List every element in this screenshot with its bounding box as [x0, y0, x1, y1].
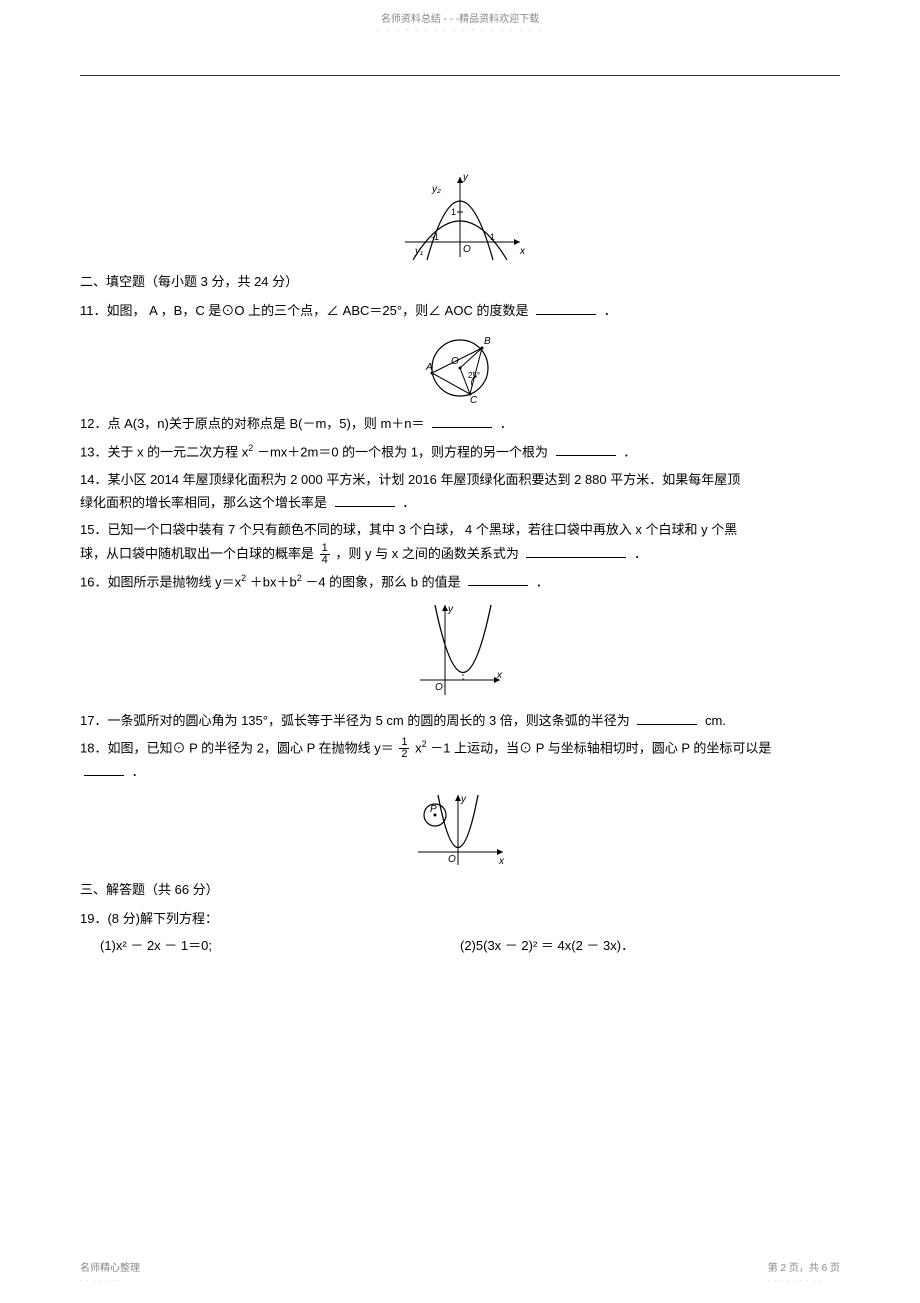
q14-line2-after: ． — [402, 495, 415, 510]
figure-parabola-q16: y x O — [80, 600, 840, 703]
q15-line1: 15．已知一个口袋中装有 7 个只有颜色不同的球，其中 3 个白球， 4 个黑球… — [80, 518, 840, 541]
svg-text:x: x — [498, 856, 505, 867]
footer-right-text: 第 2 页，共 6 页 — [768, 1259, 840, 1274]
svg-text:y₂: y₂ — [431, 184, 441, 195]
svg-text:P: P — [430, 804, 437, 815]
q19-sub2: (2)5(3x － 2)² ＝ 4x(2 － 3x)． — [460, 934, 840, 957]
q13-before: 13．关于 x 的一元二次方程 x — [80, 444, 248, 459]
q19-subs: (1)x² － 2x － 1＝0; (2)5(3x － 2)² ＝ 4x(2 －… — [80, 934, 840, 957]
q18-after: －1 上运动，当⊙ P 与坐标轴相切时，圆心 P 的坐标可以是 — [430, 740, 771, 755]
q15: 15．已知一个口袋中装有 7 个只有颜色不同的球，其中 3 个白球， 4 个黑球… — [80, 518, 840, 565]
q15-blank — [526, 544, 626, 558]
q19-sub1: (1)x² － 2x － 1＝0; — [80, 934, 460, 957]
svg-text:O: O — [463, 244, 471, 255]
q14-blank — [335, 493, 395, 507]
figure-circle: A B C O 25° — [80, 328, 840, 406]
svg-text:O: O — [448, 854, 456, 865]
svg-text:25°: 25° — [468, 371, 480, 380]
q16-before: 16．如图所示是抛物线 y＝x — [80, 574, 241, 589]
header-dots: - - - - - - - - - - - - - - - - - - — [0, 25, 920, 35]
q13-blank — [556, 442, 616, 456]
q15-frac: 1 4 — [320, 543, 330, 566]
q17-before: 17．一条弧所对的圆心角为 135°，弧长等于半径为 5 cm 的圆的周长的 3… — [80, 713, 633, 728]
q19-text: 19．(8 分)解下列方程： — [80, 907, 840, 930]
q15-line2: 球，从口袋中随机取出一个白球的概率是 1 4 ，则 y 与 x 之间的函数关系式… — [80, 542, 840, 566]
svg-text:-1: -1 — [431, 232, 439, 242]
svg-text:B: B — [484, 336, 491, 347]
figure-parabolas-top: y y₂ x y₁ -1 O 1 1 — [80, 172, 840, 265]
q15-frac-den: 4 — [320, 555, 330, 566]
q18-blank — [84, 762, 124, 776]
q14-line1: 14．某小区 2014 年屋顶绿化面积为 2 000 平方米，计划 2016 年… — [80, 468, 840, 491]
q12-after: ． — [500, 416, 513, 431]
svg-text:O: O — [435, 682, 443, 693]
q18-frac-den: 2 — [399, 749, 409, 760]
footer-left-text: 名师精心整理 — [80, 1259, 140, 1274]
q13-after: ． — [623, 444, 636, 459]
q14: 14．某小区 2014 年屋顶绿化面积为 2 000 平方米，计划 2016 年… — [80, 468, 840, 515]
q12: 12．点 A(3，n)关于原点的对称点是 B(－m，5)，则 m＋n＝ ． — [80, 412, 840, 435]
svg-text:y: y — [462, 172, 469, 183]
section2-label: 二、填空题（每小题 3 分，共 24 分） — [80, 271, 840, 293]
top-header: 名师资料总结 - - -精品资料欢迎下载 - - - - - - - - - -… — [0, 0, 920, 35]
q16-mid1: ＋bx＋b — [250, 574, 297, 589]
q18-line2-text: ． — [132, 764, 145, 779]
q13-mid: －mx＋2m＝0 的一个根为 1，则方程的另一个根为 — [257, 444, 552, 459]
q18-line1: 18．如图，已知⊙ P 的半径为 2，圆心 P 在抛物线 y＝ 1 2 x2 －… — [80, 736, 840, 760]
svg-text:O: O — [451, 356, 459, 367]
section3-label: 三、解答题（共 66 分） — [80, 879, 840, 901]
footer-right-dots: . . . . . . . . . — [768, 1274, 840, 1283]
svg-text:x: x — [496, 670, 503, 681]
footer-left: 名师精心整理 . . . . . . . — [80, 1259, 140, 1283]
q14-line2: 绿化面积的增长率相同，那么这个增长率是 ． — [80, 491, 840, 514]
q16: 16．如图所示是抛物线 y＝x2 ＋bx＋b2 －4 的图象，那么 b 的值是 … — [80, 570, 840, 594]
footer-left-dots: . . . . . . . — [80, 1274, 140, 1283]
svg-text:C: C — [470, 395, 478, 403]
q12-blank — [432, 414, 492, 428]
q16-after: ． — [536, 574, 549, 589]
q17: 17．一条弧所对的圆心角为 135°，弧长等于半径为 5 cm 的圆的周长的 3… — [80, 709, 840, 732]
q11-before: 11．如图， A ，B，C 是⊙O 上的三个点，∠ ABC＝25°，则∠ AOC… — [80, 303, 528, 318]
q13: 13．关于 x 的一元二次方程 x2 －mx＋2m＝0 的一个根为 1，则方程的… — [80, 440, 840, 464]
q12-before: 12．点 A(3，n)关于原点的对称点是 B(－m，5)，则 m＋n＝ — [80, 416, 425, 431]
svg-text:1: 1 — [451, 207, 456, 217]
q15-line2-mid: ，则 y 与 x 之间的函数关系式为 — [335, 546, 522, 561]
q11-after: ． — [604, 303, 617, 318]
q16-blank — [468, 572, 528, 586]
svg-text:x: x — [519, 246, 525, 257]
svg-text:A: A — [425, 362, 433, 373]
q15-line2-before: 球，从口袋中随机取出一个白球的概率是 — [80, 546, 318, 561]
q18-before: 18．如图，已知⊙ P 的半径为 2，圆心 P 在抛物线 y＝ — [80, 740, 394, 755]
q19: 19．(8 分)解下列方程： (1)x² － 2x － 1＝0; (2)5(3x… — [80, 907, 840, 958]
footer-right: 第 2 页，共 6 页 . . . . . . . . . — [768, 1259, 840, 1283]
svg-text:y: y — [447, 604, 454, 615]
content: y y₂ x y₁ -1 O 1 1 二、填空题（每小题 3 分，共 24 分）… — [80, 75, 840, 958]
header-text: 名师资料总结 - - -精品资料欢迎下载 — [0, 10, 920, 25]
q11-blank — [536, 301, 596, 315]
figure-parabola-q18: P y x O — [80, 790, 840, 873]
q17-after: cm. — [705, 713, 726, 728]
q11: 11．如图， A ，B，C 是⊙O 上的三个点，∠ ABC＝25°，则∠ AOC… — [80, 299, 840, 322]
svg-text:1: 1 — [490, 232, 495, 242]
q14-line2-before: 绿化面积的增长率相同，那么这个增长率是 — [80, 495, 331, 510]
q16-mid2: －4 的图象，那么 b 的值是 — [305, 574, 460, 589]
q17-blank — [637, 711, 697, 725]
svg-text:y₁: y₁ — [414, 246, 423, 257]
q18-frac: 1 2 — [399, 737, 409, 760]
q18-line2: ． — [80, 760, 840, 783]
q18: 18．如图，已知⊙ P 的半径为 2，圆心 P 在抛物线 y＝ 1 2 x2 －… — [80, 736, 840, 784]
svg-text:y: y — [460, 794, 467, 805]
q15-line2-after: ． — [634, 546, 647, 561]
